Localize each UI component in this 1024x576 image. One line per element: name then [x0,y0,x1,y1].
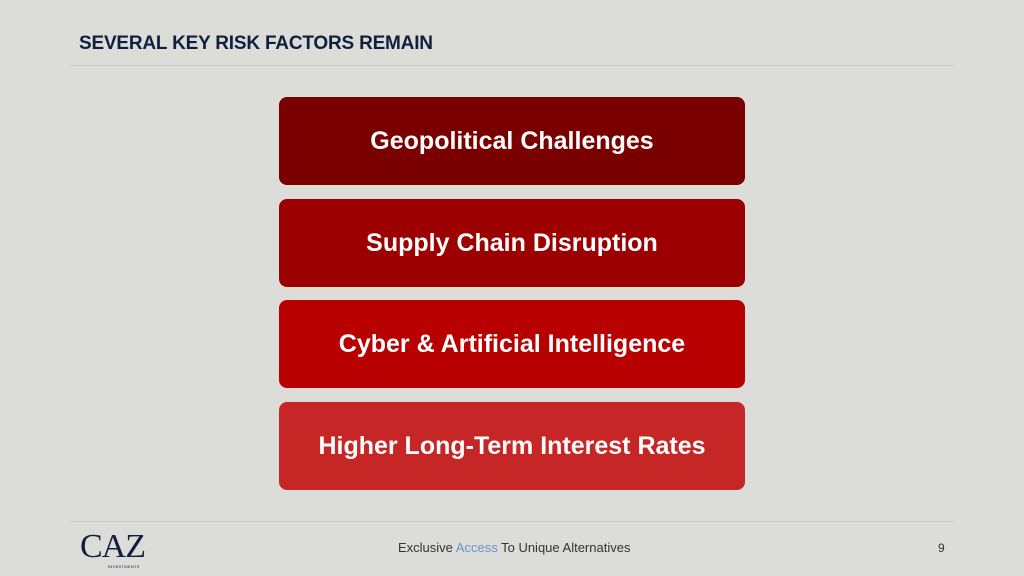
slide-title: SEVERAL KEY RISK FACTORS REMAIN [79,33,433,54]
tagline-text: Exclusive [398,540,456,555]
footer-divider [70,521,954,522]
risk-box-geopolitical: Geopolitical Challenges [279,97,745,185]
page-number: 9 [938,541,945,555]
risk-box-cyber-ai: Cyber & Artificial Intelligence [279,300,745,388]
caz-logo: CAZ INVESTMENTS [80,530,156,570]
risk-label: Higher Long-Term Interest Rates [318,431,706,460]
risk-label: Geopolitical Challenges [370,126,654,155]
header-divider [70,65,954,66]
footer-tagline: Exclusive Access To Unique Alternatives [398,540,630,555]
logo-text: CAZ [80,528,146,565]
risk-box-interest-rates: Higher Long-Term Interest Rates [279,402,745,490]
risk-box-supply-chain: Supply Chain Disruption [279,199,745,287]
risk-label: Cyber & Artificial Intelligence [338,329,686,358]
tagline-text: To Unique Alternatives [497,540,631,555]
tagline-accent: Access [455,540,498,555]
risk-label: Supply Chain Disruption [366,228,658,257]
logo-subtext: INVESTMENTS [108,564,140,569]
